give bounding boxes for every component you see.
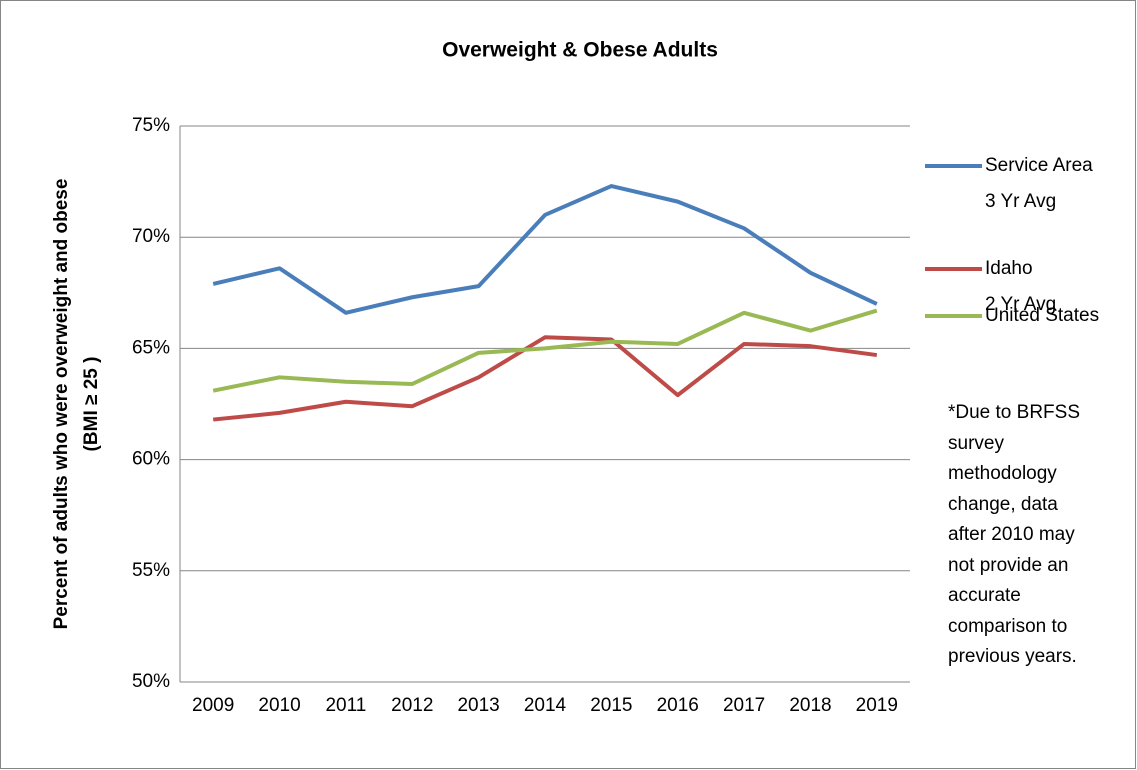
chart-title: Overweight & Obese Adults: [442, 39, 718, 62]
y-tick-label: 65%: [132, 337, 170, 358]
x-tick-label: 2018: [789, 695, 831, 716]
y-tick-label: 60%: [132, 449, 170, 470]
x-tick-label: 2012: [391, 695, 433, 716]
y-tick-label: 55%: [132, 560, 170, 581]
x-tick-label: 2010: [258, 695, 300, 716]
x-tick-label: 2009: [192, 695, 234, 716]
y-axis-title: (BMI ≥ 25 ): [81, 357, 102, 452]
series-line: [212, 335, 878, 422]
series-line: [212, 308, 878, 393]
annotation: *Due to BRFSS survey methodology change,…: [948, 402, 1080, 667]
y-tick-label: 75%: [132, 115, 170, 136]
x-tick-label: 2016: [657, 695, 699, 716]
legend-label: Service Area 3 Yr Avg: [985, 155, 1093, 212]
y-axis-title: Percent of adults who were overweight an…: [51, 179, 72, 630]
y-tick-label: 70%: [132, 226, 170, 247]
legend-label: Idaho 2 Yr Avg: [985, 258, 1057, 315]
x-tick-label: 2011: [325, 695, 366, 716]
series-line: [212, 184, 878, 315]
x-tick-label: 2017: [723, 695, 765, 716]
x-tick-label: 2019: [856, 695, 898, 716]
x-tick-label: 2014: [524, 695, 567, 716]
legend-label: United States: [985, 305, 1100, 326]
x-tick-label: 2013: [457, 695, 499, 716]
x-tick-label: 2015: [590, 695, 632, 716]
y-tick-label: 50%: [132, 671, 170, 692]
